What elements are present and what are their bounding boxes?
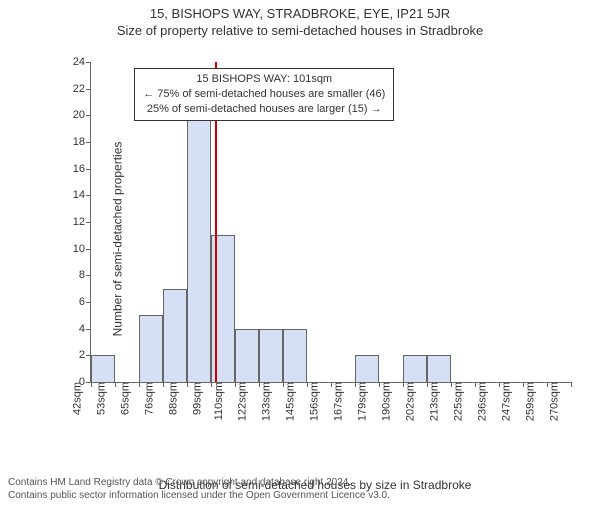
- x-tick-label: 156sqm: [302, 382, 320, 421]
- x-tick-label: 76sqm: [137, 382, 155, 415]
- x-tick-label: 202sqm: [398, 382, 416, 421]
- y-tick-mark: [86, 275, 91, 276]
- y-tick-mark: [86, 249, 91, 250]
- x-tick-label: 236sqm: [470, 382, 488, 421]
- histogram-bar: [259, 329, 283, 382]
- x-tick-label: 42sqm: [65, 382, 83, 415]
- footer-line: Contains HM Land Registry data © Crown c…: [8, 476, 592, 489]
- histogram-bar: [235, 329, 259, 382]
- annotation-box: 15 BISHOPS WAY: 101sqm ← 75% of semi-det…: [134, 68, 394, 121]
- x-tick-mark: [571, 382, 572, 387]
- x-tick-label: 65sqm: [113, 382, 131, 415]
- histogram-bar: [163, 289, 187, 382]
- y-tick-mark: [86, 195, 91, 196]
- x-tick-label: 53sqm: [89, 382, 107, 415]
- y-tick-mark: [86, 89, 91, 90]
- histogram-bar: [91, 355, 115, 382]
- page-title-address: 15, BISHOPS WAY, STRADBROKE, EYE, IP21 5…: [0, 6, 600, 21]
- plot-area: 02468101214161820222442sqm53sqm65sqm76sq…: [90, 62, 571, 383]
- x-tick-label: 190sqm: [374, 382, 392, 421]
- annotation-line: 15 BISHOPS WAY: 101sqm: [143, 72, 385, 87]
- x-tick-label: 122sqm: [230, 382, 248, 421]
- x-tick-label: 88sqm: [161, 382, 179, 415]
- histogram-bar: [283, 329, 307, 382]
- x-tick-label: 110sqm: [207, 382, 225, 420]
- footer-line: Contains public sector information licen…: [8, 489, 592, 502]
- histogram-bar: [187, 102, 211, 382]
- x-tick-label: 133sqm: [254, 382, 272, 421]
- x-tick-label: 270sqm: [542, 382, 560, 421]
- x-tick-label: 213sqm: [422, 382, 440, 421]
- x-tick-label: 259sqm: [518, 382, 536, 421]
- histogram-bar: [403, 355, 427, 382]
- x-tick-label: 145sqm: [278, 382, 296, 421]
- y-tick-mark: [86, 169, 91, 170]
- x-tick-label: 167sqm: [326, 382, 344, 421]
- x-tick-label: 179sqm: [350, 382, 368, 421]
- y-tick-mark: [86, 115, 91, 116]
- histogram-bar: [427, 355, 451, 382]
- histogram-chart: Number of semi-detached properties 02468…: [50, 54, 580, 424]
- y-tick-mark: [86, 222, 91, 223]
- y-tick-mark: [86, 329, 91, 330]
- x-tick-label: 247sqm: [494, 382, 512, 421]
- x-tick-label: 225sqm: [446, 382, 464, 421]
- footer-attribution: Contains HM Land Registry data © Crown c…: [8, 476, 592, 502]
- histogram-bar: [355, 355, 379, 382]
- annotation-line: ← 75% of semi-detached houses are smalle…: [143, 87, 385, 102]
- y-tick-mark: [86, 142, 91, 143]
- y-tick-mark: [86, 302, 91, 303]
- y-tick-mark: [86, 62, 91, 63]
- x-tick-label: 99sqm: [185, 382, 203, 415]
- page-subtitle: Size of property relative to semi-detach…: [0, 23, 600, 38]
- histogram-bar: [139, 315, 163, 382]
- annotation-line: 25% of semi-detached houses are larger (…: [143, 102, 385, 117]
